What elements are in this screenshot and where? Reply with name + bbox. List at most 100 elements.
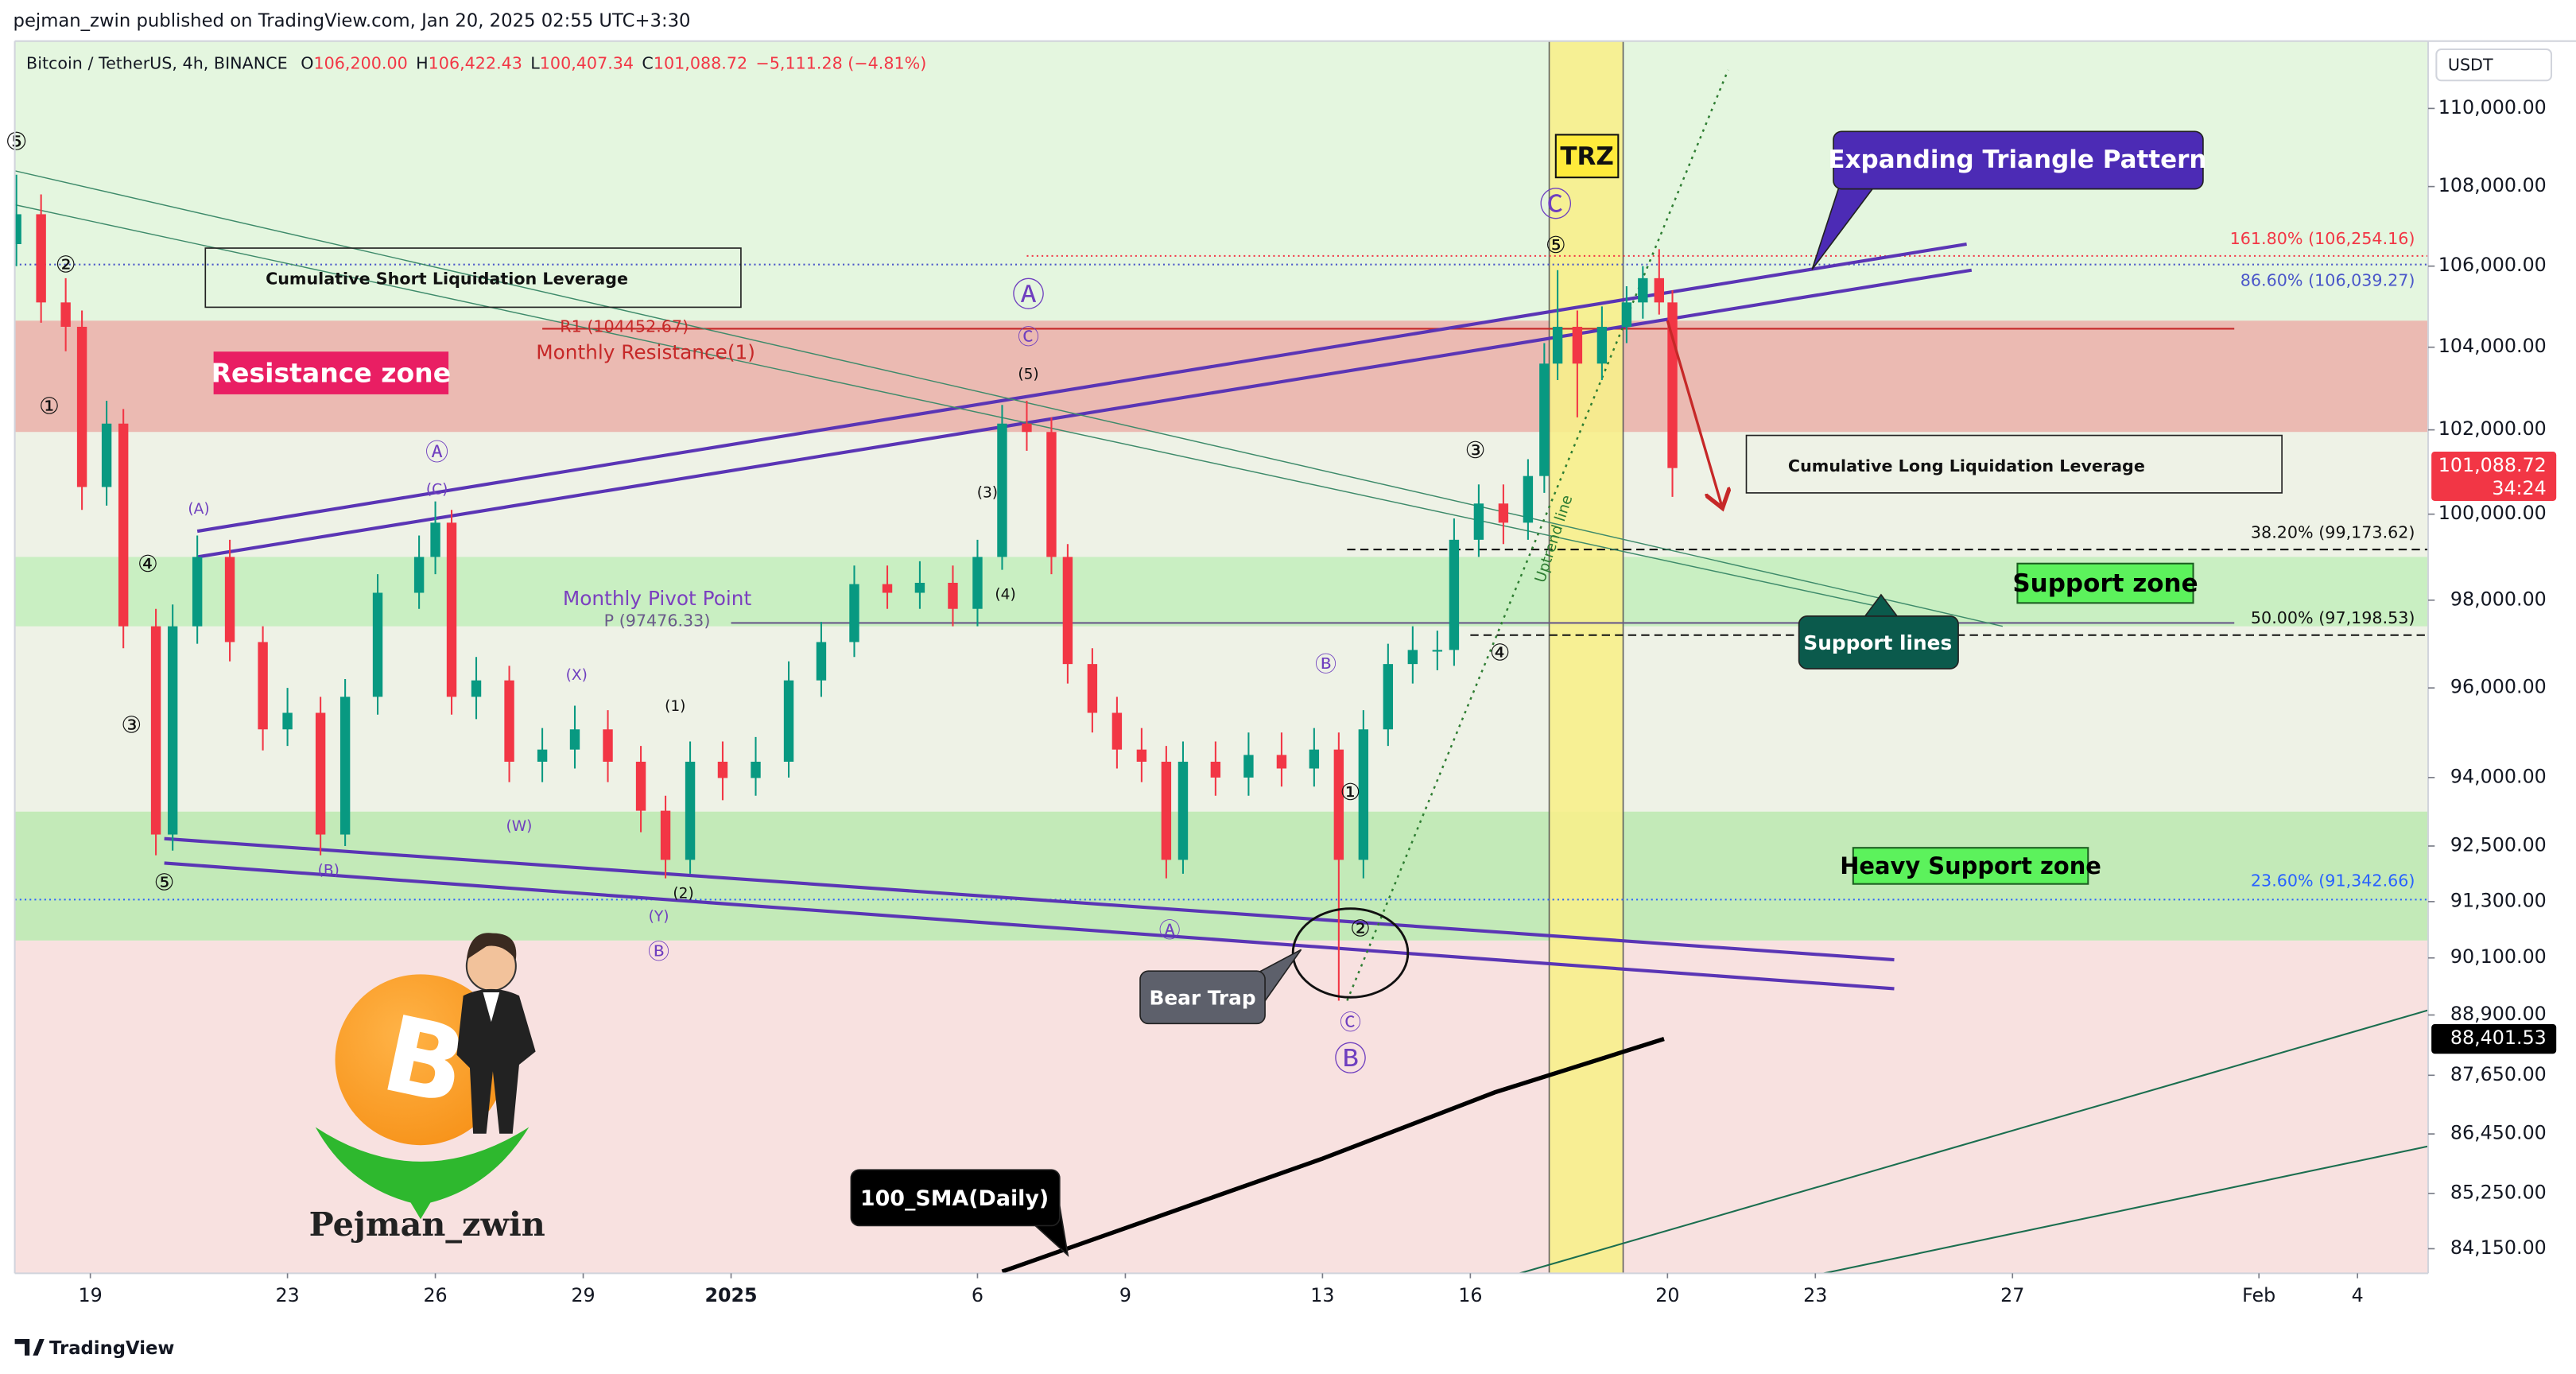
y-tick-label: 88,900.00 [2450,1003,2547,1025]
candle-body [1621,302,1632,327]
footer: TradingView [49,1338,174,1359]
zone-label: Heavy Support zone [1840,852,2101,879]
level-label: 38.20% (99,173.62) [2251,522,2415,541]
candle-body [1407,650,1418,665]
candle-body [537,749,548,762]
callout-box [204,247,742,309]
countdown: 34:24 [2492,477,2546,499]
wave-label: ④ [1490,638,1511,666]
y-tick-label: 104,000.00 [2438,335,2547,357]
zone-label: Support zone [2012,569,2198,598]
x-tick-label: 23 [275,1284,299,1306]
candle-body [1383,664,1394,730]
candle-body [635,761,646,811]
x-tick-label: 20 [1655,1284,1679,1306]
x-tick-label: 23 [1803,1284,1827,1306]
candle-body [446,522,457,697]
wave-label: Ⓒ [1340,1011,1361,1035]
candle-body [1111,712,1123,750]
wave-label: ③ [121,711,142,738]
candle-body [1161,761,1172,860]
x-tick-label: Feb [2242,1284,2275,1306]
callout-text: Support lines [1803,631,1952,654]
candle-body [1136,749,1147,762]
trend-line [14,170,2004,627]
zone-label-box [2016,562,2194,604]
candle-body [167,626,178,835]
candle-body [192,557,203,627]
y-tick-label: 96,000.00 [2450,676,2547,698]
candle-body [660,810,671,860]
candle-body [816,642,827,681]
wave-label: (Y) [649,909,669,926]
trend-line [164,836,1895,962]
candle-body [948,582,958,609]
callout-text: Cumulative Short Liquidation Leverage [266,269,628,288]
candle-body [1333,749,1344,860]
overlay: R1 (104452.67) P (97476.33) 161.80% (106,2… [0,40,2576,1374]
candle-body [997,423,1007,557]
wave-label: Ⓑ [648,940,669,965]
candle-body [1432,650,1443,652]
callout-box [1833,130,2204,190]
level-label: 50.00% (97,198.53) [2251,608,2415,627]
candle-body [224,557,235,642]
wave-label: (C) [426,481,448,498]
level-label: R1 (104452.67) [560,316,689,336]
candle-body [849,584,859,642]
wave-label: ① [39,392,60,419]
level-label: 86.60% (106,039.27) [2240,270,2415,289]
y-tick-label: 94,000.00 [2450,765,2547,787]
x-tick-label: 29 [571,1284,595,1306]
candle-body [372,592,383,697]
wave-label: (1) [665,698,685,715]
candle-body [471,680,482,697]
candle-body [1177,761,1189,860]
wave-label: (W) [506,818,533,835]
callout-box [850,1169,1061,1227]
y-tick-label: 98,000.00 [2450,588,2547,610]
wave-label: (X) [566,667,588,684]
candle-body [1062,557,1073,665]
annotation: Monthly Pivot Point [563,587,752,610]
trend-line [1823,1145,2429,1274]
ohlc-key: C [642,54,653,73]
candle-body [430,522,440,557]
trend-line [1346,69,1729,1001]
candle-body [315,712,326,835]
x-tick-label: 19 [79,1284,103,1306]
candle-body [1046,432,1057,557]
bear-trap-circle [1291,907,1410,999]
last-price-label: 101,088.72 [2438,454,2547,476]
candle-body [1638,278,1648,303]
candle-body [783,680,794,762]
candle-body [150,626,161,835]
trz-label-box [1554,134,1620,179]
candle-body [101,423,112,487]
zone-label-box [213,351,449,394]
y-tick-label: 86,450.00 [2450,1122,2547,1144]
candle-body [1358,729,1369,860]
currency: USDT [2448,56,2493,75]
candle-body [504,680,514,762]
avatar-body [456,988,536,1134]
y-tick-label: 92,500.00 [2450,833,2547,856]
x-tick-label: 13 [1310,1284,1334,1306]
trend-line [164,861,1895,991]
logo-crescent [315,1127,530,1220]
wave-label: Ⓒ [1018,325,1039,350]
zone-label-box [1852,847,2089,885]
last-price-box [2431,451,2557,501]
candle-body [1276,755,1287,769]
candle-body [1473,503,1484,540]
candle-body [258,642,268,730]
callout-text: Expanding Triangle Pattern [1828,146,2206,174]
trend-line [14,204,1890,610]
level-label: 23.60% (91,342.66) [2251,871,2415,891]
y-tick-label: 90,100.00 [2450,945,2547,968]
wave-label: ⑤ [1546,231,1566,258]
candle-body [882,584,893,593]
wave-label: ③ [1465,437,1486,464]
candle-body [1309,749,1320,769]
arrow [1666,320,1721,506]
